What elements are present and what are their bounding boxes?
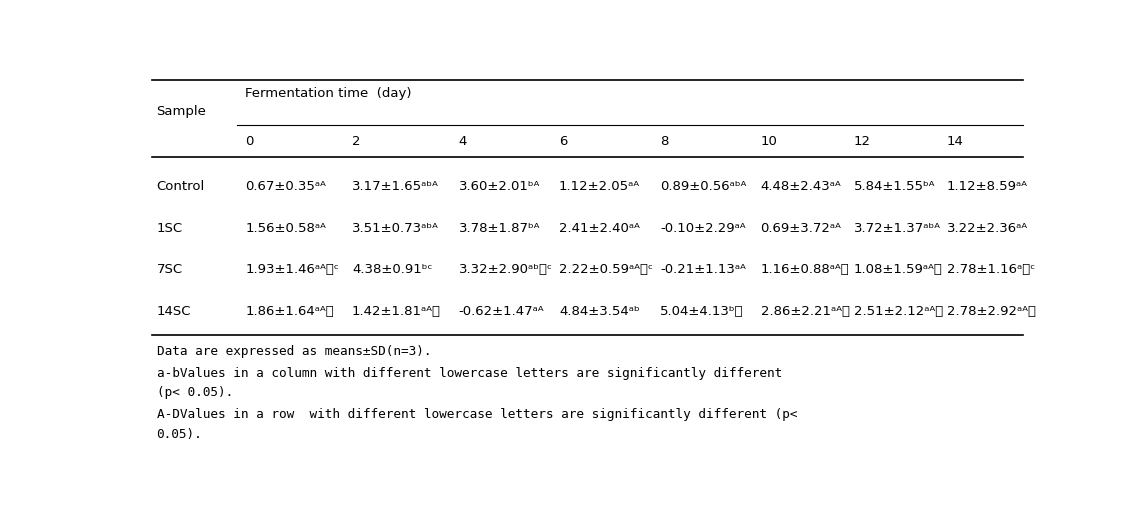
Text: 14SC: 14SC <box>157 305 191 318</box>
Text: 14: 14 <box>947 134 964 148</box>
Text: a-bValues in a column with different lowercase letters are significantly differe: a-bValues in a column with different low… <box>157 367 782 380</box>
Text: 1.12±8.59ᵃᴬ: 1.12±8.59ᵃᴬ <box>947 180 1028 193</box>
Text: Data are expressed as means±SD(n=3).: Data are expressed as means±SD(n=3). <box>157 345 431 358</box>
Text: 2.86±2.21ᵃᴬᷢ: 2.86±2.21ᵃᴬᷢ <box>761 305 849 318</box>
Text: 6: 6 <box>559 134 567 148</box>
Text: 1.86±1.64ᵃᴬᷢ: 1.86±1.64ᵃᴬᷢ <box>245 305 335 318</box>
Text: 3.72±1.37ᵃᵇᴬ: 3.72±1.37ᵃᵇᴬ <box>854 222 941 235</box>
Text: 4.84±3.54ᵃᵇ: 4.84±3.54ᵃᵇ <box>559 305 639 318</box>
Text: 1.12±2.05ᵃᴬ: 1.12±2.05ᵃᴬ <box>559 180 639 193</box>
Text: 4.38±0.91ᵇᶜ: 4.38±0.91ᵇᶜ <box>352 264 432 277</box>
Text: 2.78±1.16ᵃᷢᶜ: 2.78±1.16ᵃᷢᶜ <box>947 264 1035 277</box>
Text: 5.84±1.55ᵇᴬ: 5.84±1.55ᵇᴬ <box>854 180 935 193</box>
Text: 1.93±1.46ᵃᴬᷢᶜ: 1.93±1.46ᵃᴬᷢᶜ <box>245 264 339 277</box>
Text: 12: 12 <box>854 134 871 148</box>
Text: 0: 0 <box>245 134 253 148</box>
Text: 1SC: 1SC <box>157 222 182 235</box>
Text: Sample: Sample <box>157 105 206 118</box>
Text: 3.51±0.73ᵃᵇᴬ: 3.51±0.73ᵃᵇᴬ <box>352 222 439 235</box>
Text: 1.16±0.88ᵃᴬᷢ: 1.16±0.88ᵃᴬᷢ <box>761 264 849 277</box>
Text: 3.78±1.87ᵇᴬ: 3.78±1.87ᵇᴬ <box>458 222 540 235</box>
Text: 0.05).: 0.05). <box>157 428 203 441</box>
Text: 3.32±2.90ᵃᵇᷢᶜ: 3.32±2.90ᵃᵇᷢᶜ <box>458 264 552 277</box>
Text: 4.48±2.43ᵃᴬ: 4.48±2.43ᵃᴬ <box>761 180 841 193</box>
Text: -0.21±1.13ᵃᴬ: -0.21±1.13ᵃᴬ <box>660 264 746 277</box>
Text: 3.60±2.01ᵇᴬ: 3.60±2.01ᵇᴬ <box>458 180 540 193</box>
Text: 2.22±0.59ᵃᴬᷢᶜ: 2.22±0.59ᵃᴬᷢᶜ <box>559 264 653 277</box>
Text: 0.67±0.35ᵃᴬ: 0.67±0.35ᵃᴬ <box>245 180 327 193</box>
Text: 1.56±0.58ᵃᴬ: 1.56±0.58ᵃᴬ <box>245 222 327 235</box>
Text: 10: 10 <box>761 134 777 148</box>
Text: 0.89±0.56ᵃᵇᴬ: 0.89±0.56ᵃᵇᴬ <box>660 180 746 193</box>
Text: 4: 4 <box>458 134 466 148</box>
Text: Fermentation time  (day): Fermentation time (day) <box>245 87 411 100</box>
Text: 1.08±1.59ᵃᴬᷢ: 1.08±1.59ᵃᴬᷢ <box>854 264 943 277</box>
Text: 7SC: 7SC <box>157 264 182 277</box>
Text: -0.62±1.47ᵃᴬ: -0.62±1.47ᵃᴬ <box>458 305 544 318</box>
Text: 0.69±3.72ᵃᴬ: 0.69±3.72ᵃᴬ <box>761 222 841 235</box>
Text: A-DValues in a row  with different lowercase letters are significantly different: A-DValues in a row with different lowerc… <box>157 408 798 421</box>
Text: 2.78±2.92ᵃᴬᷢ: 2.78±2.92ᵃᴬᷢ <box>947 305 1036 318</box>
Text: 2.41±2.40ᵃᴬ: 2.41±2.40ᵃᴬ <box>559 222 639 235</box>
Text: 3.17±1.65ᵃᵇᴬ: 3.17±1.65ᵃᵇᴬ <box>352 180 439 193</box>
Text: 8: 8 <box>660 134 668 148</box>
Text: (p< 0.05).: (p< 0.05). <box>157 386 233 400</box>
Text: 3.22±2.36ᵃᴬ: 3.22±2.36ᵃᴬ <box>947 222 1028 235</box>
Text: 2.51±2.12ᵃᴬᷢ: 2.51±2.12ᵃᴬᷢ <box>854 305 943 318</box>
Text: -0.10±2.29ᵃᴬ: -0.10±2.29ᵃᴬ <box>660 222 746 235</box>
Text: 2: 2 <box>352 134 361 148</box>
Text: Control: Control <box>157 180 205 193</box>
Text: 1.42±1.81ᵃᴬᷢ: 1.42±1.81ᵃᴬᷢ <box>352 305 441 318</box>
Text: 5.04±4.13ᵇᷢ: 5.04±4.13ᵇᷢ <box>660 305 744 318</box>
